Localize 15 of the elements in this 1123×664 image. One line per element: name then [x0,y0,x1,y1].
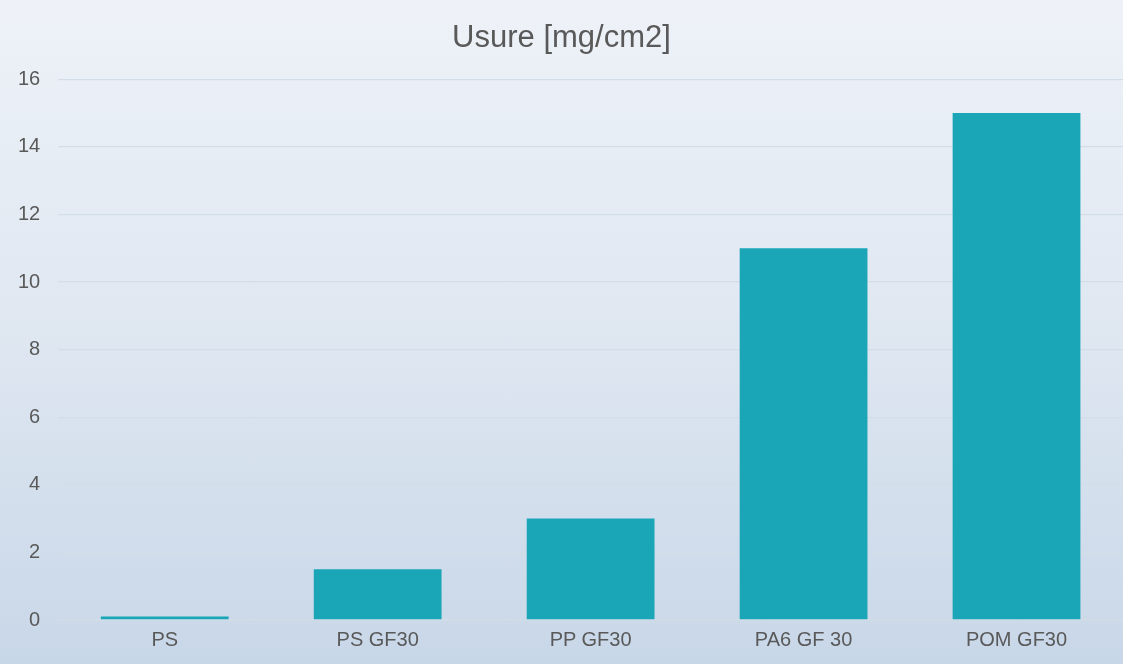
x-tick-label: PA6 GF 30 [754,627,853,650]
y-tick-label: 6 [29,404,41,427]
x-tick-label: POM GF30 [965,627,1068,650]
x-tick-label: PP GF30 [549,627,632,650]
y-tick-label: 10 [18,269,41,292]
y-tick-label: 8 [29,337,41,360]
y-tick-label: 2 [29,539,41,562]
y-tick-label: 4 [29,472,41,495]
chart-title: Usure [mg/cm2] [452,19,671,55]
x-tick-label: PS [151,627,179,650]
y-tick-label: 14 [18,134,41,157]
x-tick-label: PS GF30 [336,627,419,650]
y-tick-label: 0 [29,607,41,630]
y-tick-label: 12 [18,201,41,224]
y-tick-label: 16 [18,66,41,89]
